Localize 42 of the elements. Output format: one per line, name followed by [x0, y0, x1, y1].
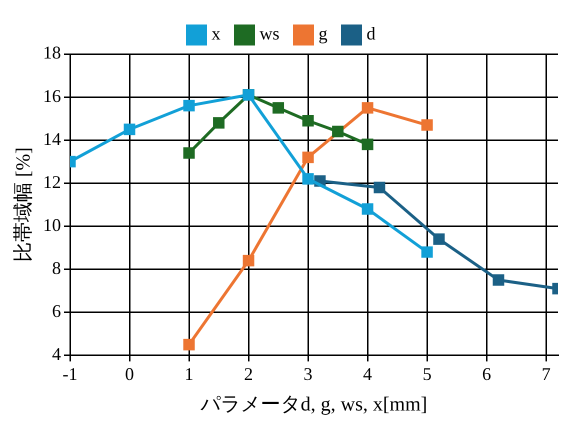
- point: [421, 119, 433, 131]
- legend-label: x: [212, 24, 220, 44]
- point: [433, 233, 445, 245]
- point: [362, 138, 374, 150]
- x-tick-label: 4: [363, 364, 372, 384]
- y-tick-label: 8: [52, 258, 61, 278]
- point: [183, 147, 195, 159]
- y-tick-label: 12: [43, 172, 61, 192]
- point: [302, 152, 314, 164]
- x-tick-label: 5: [422, 364, 432, 384]
- y-tick-label: 4: [52, 344, 61, 364]
- point: [124, 124, 136, 136]
- x-tick-label: 1: [184, 364, 194, 384]
- point: [492, 274, 504, 286]
- point: [213, 117, 225, 129]
- y-tick-label: 18: [43, 42, 61, 63]
- legend-label: ws: [260, 24, 280, 44]
- point: [242, 254, 254, 266]
- y-tick-label: 6: [52, 301, 61, 322]
- point: [362, 102, 374, 114]
- point: [302, 173, 314, 185]
- x-tick-label: 3: [304, 364, 313, 384]
- legend-label: g: [318, 24, 328, 44]
- point: [183, 338, 195, 350]
- x-tick-label: -1: [62, 364, 78, 384]
- x-tick-label: 7: [542, 364, 551, 384]
- x-axis-title: パラメータd, g, ws, x[mm]: [200, 393, 428, 416]
- x-tick-label: 0: [125, 364, 134, 384]
- x-tick-label: 2: [244, 364, 254, 384]
- y-tick-label: 10: [43, 214, 61, 235]
- point: [272, 102, 284, 114]
- x-tick-label: 6: [482, 364, 492, 384]
- point: [183, 100, 195, 112]
- point: [302, 114, 314, 126]
- y-axis-title: 比帯域幅 [%]: [12, 147, 34, 262]
- point: [332, 126, 344, 138]
- point: [362, 203, 374, 215]
- y-tick-label: 14: [43, 128, 61, 149]
- point: [374, 182, 386, 194]
- legend-label: d: [366, 24, 376, 44]
- point: [421, 246, 433, 258]
- y-tick-label: 16: [43, 86, 61, 106]
